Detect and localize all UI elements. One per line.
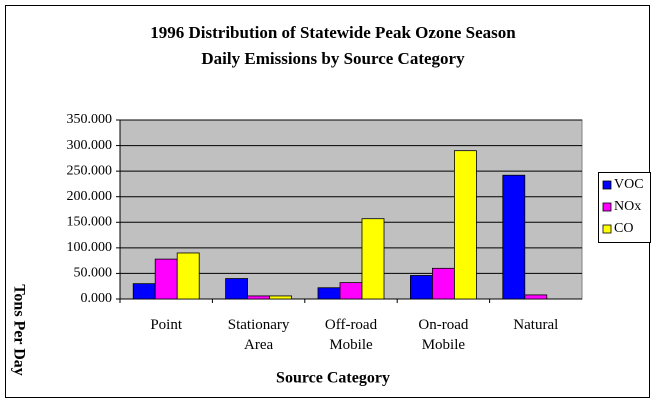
- bar: [225, 278, 249, 300]
- x-tick-label: On-road Mobile: [418, 317, 469, 353]
- y-tick-label: 350.000: [67, 112, 113, 127]
- chart-title: 1996 Distribution of Statewide Peak Ozon…: [150, 23, 516, 68]
- bar: [247, 295, 271, 300]
- y-tick-label: 200.000: [67, 189, 113, 204]
- bar: [409, 275, 433, 300]
- x-tick-label: Point: [150, 317, 183, 333]
- bar: [132, 283, 156, 300]
- x-axis-label: Source Category: [276, 370, 390, 387]
- legend-label: VOC: [614, 177, 644, 192]
- y-axis-label: Tons Per Day: [10, 284, 27, 376]
- y-tick-label: 150.000: [67, 215, 113, 230]
- x-tick-label: Stationary Area: [227, 317, 290, 353]
- legend-label: CO: [614, 221, 633, 236]
- bar: [453, 150, 477, 300]
- bar: [502, 174, 526, 300]
- y-tick-label: 100.000: [67, 240, 113, 255]
- y-tick-label: 300.000: [67, 138, 113, 153]
- x-tick-label: Off-road Mobile: [324, 317, 378, 353]
- bar: [339, 282, 363, 300]
- x-tick-label: Natural: [513, 317, 559, 333]
- bar: [524, 294, 548, 300]
- bar: [176, 252, 200, 300]
- bar: [431, 267, 455, 300]
- legend-swatch: [602, 202, 612, 212]
- legend-swatch: [602, 224, 612, 234]
- bar: [154, 258, 178, 300]
- legend-label: NOx: [614, 199, 641, 214]
- bar: [269, 295, 293, 300]
- bar: [361, 218, 385, 300]
- bar: [317, 287, 341, 300]
- y-tick-label: 50.000: [74, 266, 113, 281]
- y-tick-label: 0.000: [81, 291, 113, 306]
- legend-swatch: [602, 180, 612, 190]
- y-tick-label: 250.000: [67, 163, 113, 178]
